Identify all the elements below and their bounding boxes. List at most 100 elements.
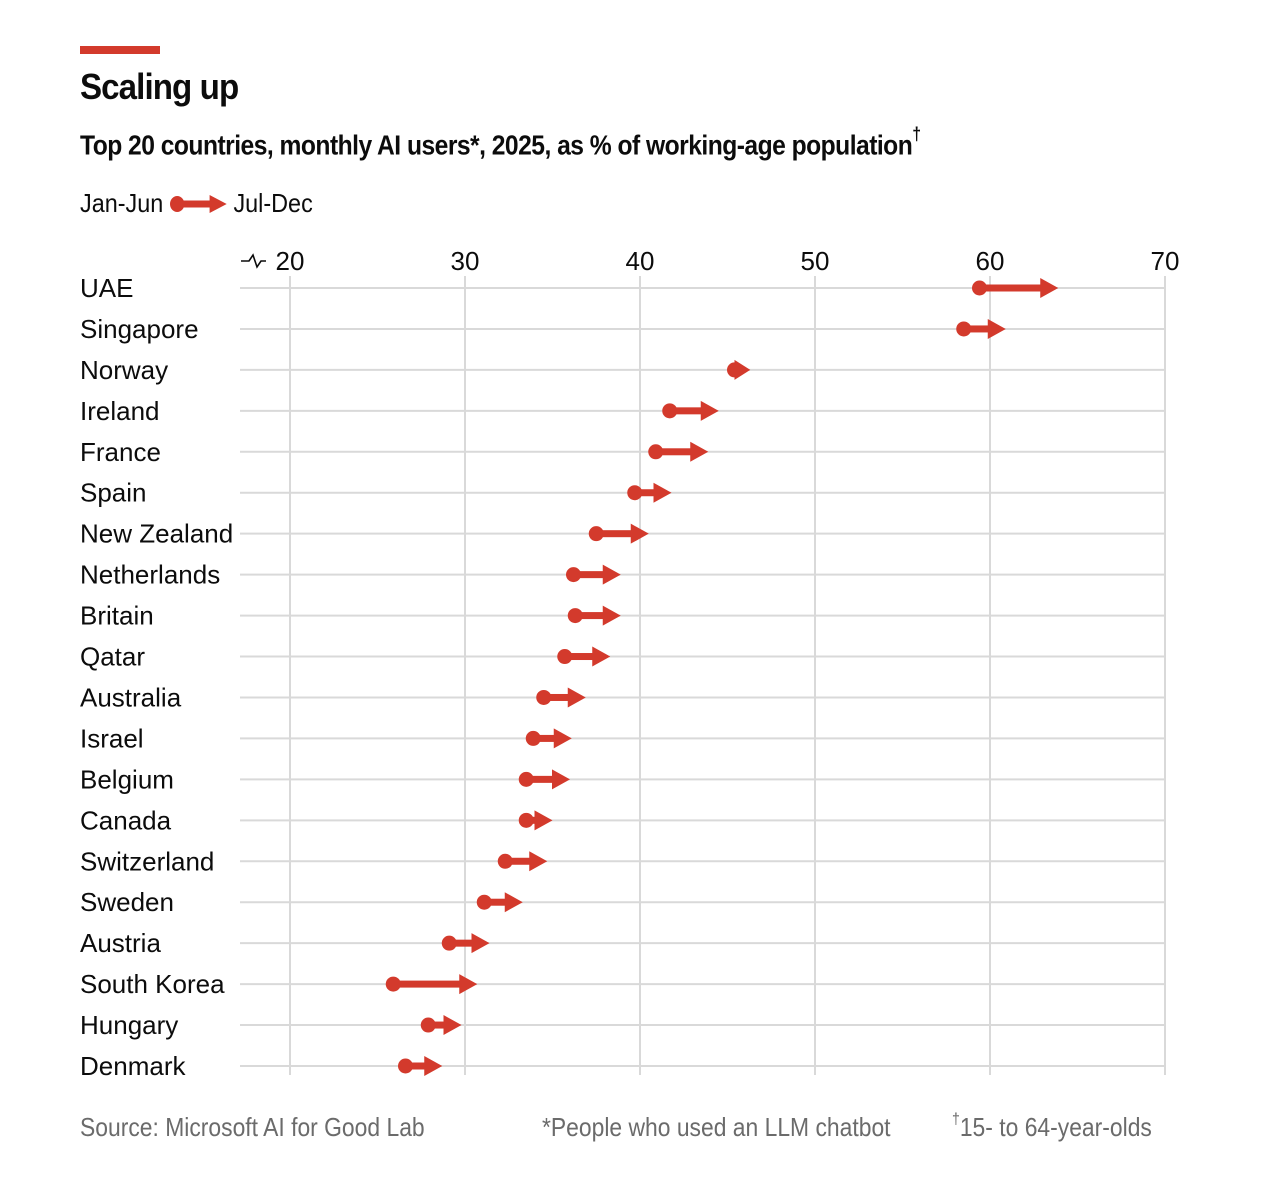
arrow-shaft — [564, 653, 595, 661]
category-label: Denmark — [80, 1051, 186, 1081]
legend-arrow-icon — [169, 194, 227, 213]
legend-end-label: Jul-Dec — [233, 188, 313, 218]
data-mark — [385, 974, 478, 995]
x-tick-label: 20 — [276, 246, 305, 276]
jul-dec-arrowhead — [552, 769, 570, 790]
jul-dec-arrowhead — [602, 564, 621, 585]
data-mark — [518, 810, 553, 831]
arrow-shaft — [543, 693, 570, 701]
jan-jun-dot — [588, 526, 604, 542]
footnote-age: †15- to 64-year-olds — [952, 1111, 1152, 1143]
category-label: Singapore — [80, 314, 199, 344]
chart-title: Scaling up — [80, 66, 239, 107]
jan-jun-dot — [557, 649, 573, 665]
category-label: Spain — [80, 478, 147, 508]
data-mark — [525, 728, 572, 749]
category-label: Netherlands — [80, 560, 220, 590]
jul-dec-arrowhead — [653, 482, 672, 503]
arrow-shaft — [669, 407, 703, 415]
category-label: France — [80, 437, 161, 467]
jan-jun-dot — [956, 321, 972, 337]
jan-jun-dot — [497, 853, 513, 869]
jan-jun-dot — [476, 894, 492, 910]
arrow-shaft — [393, 980, 462, 988]
jul-dec-arrowhead — [459, 974, 478, 995]
arrow-shaft — [533, 734, 556, 742]
axis-break-icon — [241, 253, 266, 269]
source-note: Source: Microsoft AI for Good Lab — [80, 1112, 425, 1142]
vertical-gridlines — [289, 276, 1166, 1075]
arrow-shaft — [449, 939, 474, 947]
x-tick-label: 60 — [976, 246, 1005, 276]
data-mark — [420, 1015, 462, 1036]
category-label: New Zealand — [80, 519, 233, 549]
jul-dec-arrowhead — [504, 892, 523, 913]
data-mark — [627, 482, 672, 503]
data-mark — [518, 769, 570, 790]
data-mark — [648, 441, 709, 462]
jul-dec-arrowhead — [592, 646, 611, 667]
jan-jun-dot — [525, 730, 541, 746]
arrow-shaft — [979, 284, 1043, 292]
jan-jun-dot — [441, 935, 457, 951]
arrow-shaft — [575, 612, 605, 620]
footnote-age-text: 15- to 64-year-olds — [959, 1112, 1152, 1142]
category-label: Israel — [80, 723, 144, 753]
jan-jun-dot — [662, 403, 678, 419]
data-mark — [398, 1056, 443, 1076]
category-label: Hungary — [80, 1010, 178, 1040]
data-mark — [536, 687, 586, 708]
jul-dec-arrowhead — [602, 605, 621, 626]
jan-jun-dot — [566, 567, 581, 583]
jul-dec-arrowhead — [553, 728, 572, 749]
jan-jun-dot — [398, 1058, 413, 1074]
category-label: South Korea — [80, 969, 225, 999]
data-mark — [662, 400, 719, 421]
jul-dec-arrowhead — [534, 810, 553, 831]
jul-dec-arrowhead — [630, 523, 649, 544]
arrow-shaft — [596, 530, 633, 538]
x-tick-label: 50 — [801, 246, 830, 276]
data-mark — [441, 933, 490, 954]
jul-dec-arrowhead — [567, 687, 586, 708]
jul-dec-arrowhead — [987, 318, 1006, 339]
category-label: Switzerland — [80, 846, 214, 876]
jul-dec-arrowhead — [443, 1015, 462, 1036]
footnote-age-mark: † — [952, 1111, 960, 1129]
category-label: UAE — [80, 273, 133, 303]
arrow-shaft — [634, 489, 656, 497]
arrow-shaft — [573, 571, 605, 579]
subtitle-text: Top 20 countries, monthly AI users*, 202… — [80, 129, 913, 161]
data-mark — [557, 646, 611, 667]
jan-jun-dot — [627, 485, 643, 501]
category-label: Australia — [80, 682, 182, 712]
jul-dec-arrowhead — [529, 851, 548, 872]
jul-dec-arrowhead — [734, 359, 751, 380]
subtitle-footnote-mark: † — [912, 124, 921, 144]
data-mark — [956, 318, 1006, 339]
x-tick-label: 30 — [451, 246, 480, 276]
category-labels: UAE Singapore Norway Ireland France Spain New … — [80, 273, 233, 1081]
arrow-shaft — [484, 898, 507, 906]
jan-jun-dot — [648, 444, 664, 460]
arrow-shaft — [655, 448, 693, 456]
category-label: Britain — [80, 601, 154, 631]
arrow-shaft — [405, 1062, 427, 1070]
arrow-shaft — [428, 1021, 446, 1029]
jul-dec-arrowhead — [690, 441, 709, 462]
category-label: Qatar — [80, 642, 145, 672]
jul-dec-arrowhead — [471, 933, 490, 954]
category-label: Ireland — [80, 396, 160, 426]
arrow-shaft — [963, 325, 990, 333]
x-tick-label: 70 — [1151, 246, 1180, 276]
category-label: Belgium — [80, 764, 174, 794]
chart-subtitle: Top 20 countries, monthly AI users*, 202… — [80, 124, 921, 161]
x-axis-ticks: 20 30 40 50 60 70 — [276, 246, 1180, 276]
category-label: Sweden — [80, 887, 174, 917]
arrow-shaft — [526, 775, 554, 783]
jul-dec-arrowhead — [1040, 278, 1059, 298]
data-mark — [497, 851, 548, 872]
accent-bar — [80, 46, 160, 54]
category-label: Norway — [80, 355, 168, 385]
